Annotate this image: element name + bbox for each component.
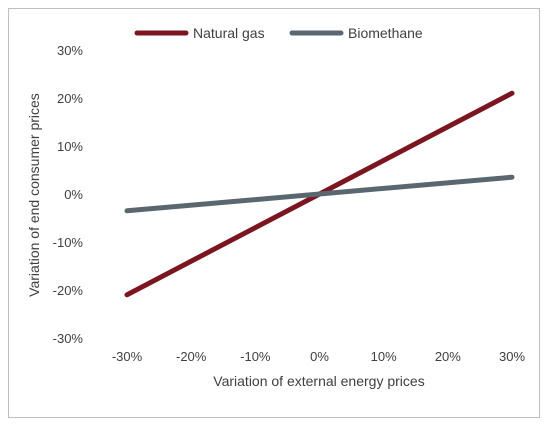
y-tick-label: -30% bbox=[53, 331, 84, 346]
y-tick-label: -20% bbox=[53, 283, 84, 298]
y-tick-label: 0% bbox=[64, 187, 83, 202]
y-tick-label: 30% bbox=[57, 43, 83, 58]
x-axis-title: Variation of external energy prices bbox=[213, 373, 424, 389]
x-tick-label: -20% bbox=[176, 349, 207, 364]
chart-frame bbox=[8, 8, 540, 418]
x-tick-label: 20% bbox=[435, 349, 461, 364]
y-axis-ticks: -30% -20% -10% 0% 10% 20% 30% bbox=[53, 43, 84, 346]
x-axis-ticks: -30% -20% -10% 0% 10% 20% 30% bbox=[112, 349, 526, 364]
y-tick-label: 10% bbox=[57, 139, 83, 154]
series-lines bbox=[124, 90, 515, 298]
legend-label: Natural gas bbox=[193, 25, 265, 41]
x-tick-label: 30% bbox=[499, 349, 525, 364]
legend-label: Biomethane bbox=[348, 25, 423, 41]
y-tick-label: 20% bbox=[57, 91, 83, 106]
x-tick-label: 0% bbox=[310, 349, 329, 364]
x-tick-label: -10% bbox=[240, 349, 271, 364]
x-tick-label: -30% bbox=[112, 349, 143, 364]
series-line-biomethane bbox=[124, 174, 515, 214]
y-tick-label: -10% bbox=[53, 235, 84, 250]
x-tick-label: 10% bbox=[371, 349, 397, 364]
legend: Natural gas Biomethane bbox=[134, 25, 423, 41]
y-axis-title: Variation of end consumer prices bbox=[26, 93, 42, 297]
